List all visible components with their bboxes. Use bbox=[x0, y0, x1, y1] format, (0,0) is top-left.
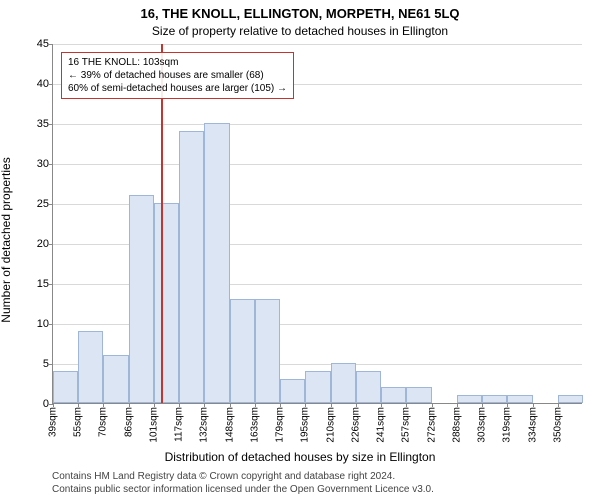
x-tick-label: 86sqm bbox=[123, 407, 134, 437]
histogram-bar bbox=[331, 363, 356, 403]
annotation-line: 60% of semi-detached houses are larger (… bbox=[68, 82, 287, 95]
annotation-line: ← 39% of detached houses are smaller (68… bbox=[68, 69, 287, 82]
x-tick-label: 101sqm bbox=[148, 407, 159, 443]
y-tick-label: 40 bbox=[37, 78, 49, 90]
footer-line-2: Contains public sector information licen… bbox=[52, 484, 592, 497]
histogram-bar bbox=[53, 371, 78, 403]
x-tick-label: 241sqm bbox=[376, 407, 387, 443]
histogram-bar bbox=[558, 395, 583, 403]
y-tick-label: 10 bbox=[37, 318, 49, 330]
y-tick-label: 20 bbox=[37, 238, 49, 250]
x-tick-label: 334sqm bbox=[527, 407, 538, 443]
x-tick-label: 195sqm bbox=[300, 407, 311, 443]
x-tick-label: 257sqm bbox=[401, 407, 412, 443]
y-tick-mark bbox=[49, 164, 53, 165]
x-tick-label: 55sqm bbox=[73, 407, 84, 437]
x-tick-label: 319sqm bbox=[502, 407, 513, 443]
x-tick-label: 70sqm bbox=[98, 407, 109, 437]
histogram-bar bbox=[204, 123, 229, 403]
histogram-bar bbox=[179, 131, 204, 403]
x-axis-label: Distribution of detached houses by size … bbox=[0, 450, 600, 464]
x-tick-label: 350sqm bbox=[552, 407, 563, 443]
histogram-bar bbox=[356, 371, 381, 403]
footer-attribution: Contains HM Land Registry data © Crown c… bbox=[52, 471, 592, 496]
gridline bbox=[53, 124, 582, 125]
histogram-bar bbox=[280, 379, 305, 403]
y-tick-label: 35 bbox=[37, 118, 49, 130]
x-tick-label: 288sqm bbox=[451, 407, 462, 443]
histogram-bar bbox=[129, 195, 154, 403]
title-sub: Size of property relative to detached ho… bbox=[0, 24, 600, 38]
histogram-bar bbox=[406, 387, 431, 403]
title-main: 16, THE KNOLL, ELLINGTON, MORPETH, NE61 … bbox=[0, 6, 600, 21]
histogram-bar bbox=[78, 331, 103, 403]
y-axis-label: Number of detached properties bbox=[0, 157, 13, 322]
y-tick-label: 15 bbox=[37, 278, 49, 290]
y-tick-label: 25 bbox=[37, 198, 49, 210]
x-tick-label: 303sqm bbox=[477, 407, 488, 443]
histogram-bar bbox=[507, 395, 532, 403]
histogram-bar bbox=[230, 299, 255, 403]
y-tick-label: 30 bbox=[37, 158, 49, 170]
y-tick-mark bbox=[49, 204, 53, 205]
y-tick-mark bbox=[49, 84, 53, 85]
histogram-bar bbox=[482, 395, 507, 403]
x-tick-label: 39sqm bbox=[48, 407, 59, 437]
y-tick-mark bbox=[49, 284, 53, 285]
x-tick-label: 179sqm bbox=[275, 407, 286, 443]
histogram-bar bbox=[154, 203, 179, 403]
x-tick-label: 148sqm bbox=[224, 407, 235, 443]
y-tick-mark bbox=[49, 44, 53, 45]
histogram-bar bbox=[305, 371, 330, 403]
x-tick-label: 163sqm bbox=[249, 407, 260, 443]
footer-line-1: Contains HM Land Registry data © Crown c… bbox=[52, 471, 592, 484]
annotation-box: 16 THE KNOLL: 103sqm← 39% of detached ho… bbox=[61, 52, 294, 99]
histogram-bar bbox=[457, 395, 482, 403]
x-tick-label: 226sqm bbox=[350, 407, 361, 443]
y-tick-mark bbox=[49, 324, 53, 325]
y-tick-label: 45 bbox=[37, 38, 49, 50]
x-tick-label: 272sqm bbox=[426, 407, 437, 443]
histogram-bar bbox=[255, 299, 280, 403]
x-tick-label: 210sqm bbox=[325, 407, 336, 443]
histogram-plot: 05101520253035404539sqm55sqm70sqm86sqm10… bbox=[52, 44, 582, 404]
gridline bbox=[53, 164, 582, 165]
x-tick-label: 132sqm bbox=[199, 407, 210, 443]
annotation-line: 16 THE KNOLL: 103sqm bbox=[68, 56, 287, 69]
y-tick-mark bbox=[49, 244, 53, 245]
gridline bbox=[53, 44, 582, 45]
histogram-bar bbox=[103, 355, 128, 403]
x-tick-label: 117sqm bbox=[174, 407, 185, 442]
y-tick-mark bbox=[49, 364, 53, 365]
histogram-bar bbox=[381, 387, 406, 403]
y-tick-mark bbox=[49, 124, 53, 125]
